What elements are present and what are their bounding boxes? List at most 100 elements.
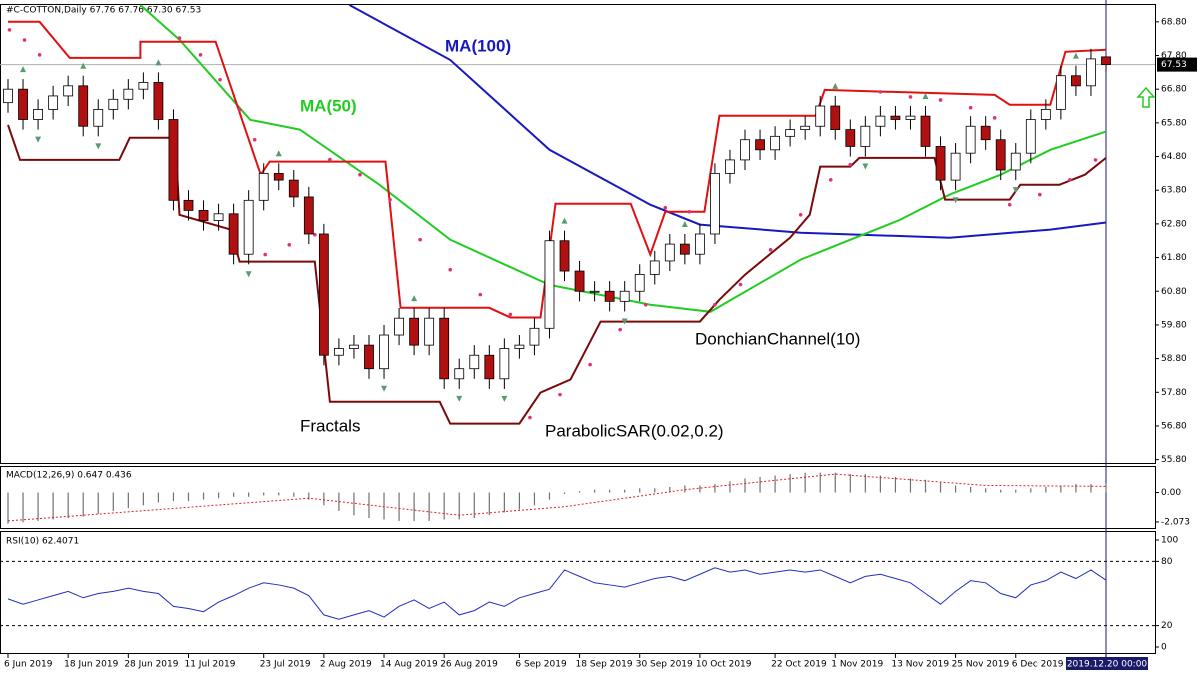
candle-body — [3, 88, 13, 104]
sar-dot — [7, 28, 12, 32]
fractal-down — [245, 271, 252, 278]
indicator-label: ParabolicSAR(0.02,0.2) — [545, 421, 724, 440]
candle-body — [1055, 75, 1066, 110]
candle-body — [529, 327, 540, 346]
sar-dot — [237, 107, 242, 112]
sar-dot — [908, 95, 913, 99]
rsi-pane-frame — [0, 531, 1156, 654]
indicator-label: MA(50) — [300, 96, 357, 115]
macd-title: MACD(12,26,9) 0.647 0.436 — [6, 471, 132, 481]
sar-dot — [643, 302, 648, 307]
sar-dot — [938, 98, 943, 102]
candle-body — [725, 159, 735, 174]
sar-dot — [798, 213, 803, 217]
x-tick-label: 11 Jul 2019 — [184, 660, 235, 670]
candle-body — [424, 317, 435, 346]
sar-dot — [37, 53, 42, 57]
candle-body — [755, 139, 765, 151]
candle-body — [409, 317, 420, 346]
candle-body — [198, 210, 209, 221]
y-tick-label: 80 — [1161, 557, 1173, 567]
y-tick-label: 67.80 — [1161, 51, 1187, 61]
y-tick-label: 56.80 — [1161, 421, 1187, 431]
fractal-up — [681, 221, 688, 227]
candle-body — [965, 125, 976, 154]
macd-pane-frame — [0, 466, 1156, 529]
fractal-up — [80, 62, 87, 69]
fractal-up — [1072, 52, 1079, 59]
candle-body — [364, 344, 374, 370]
y-tick-label: 61.80 — [1161, 253, 1187, 263]
candle-body — [48, 95, 59, 110]
candle-body — [334, 348, 344, 356]
moving-average — [139, 4, 1107, 313]
candle-body — [740, 139, 750, 161]
sar-dot — [198, 53, 203, 57]
rsi-line — [7, 567, 1107, 620]
macd-signal — [7, 473, 1107, 522]
fractal-down — [952, 197, 959, 204]
sar-dot — [388, 197, 392, 202]
candle-body — [379, 334, 389, 370]
candle-body — [108, 98, 119, 110]
candle-body — [183, 199, 194, 211]
fractal-down — [621, 318, 628, 325]
sar-dot — [528, 415, 532, 420]
indicator-label: MA(100) — [445, 36, 511, 55]
y-tick-label: 66.80 — [1161, 85, 1187, 95]
candle-body — [800, 125, 811, 131]
x-tick-label: 10 Oct 2019 — [696, 660, 752, 670]
candle-body — [1025, 119, 1036, 154]
candle-body — [574, 270, 585, 292]
y-tick-label: 63.80 — [1161, 186, 1187, 196]
y-tick-label: 58.80 — [1161, 354, 1187, 364]
candle-body — [18, 88, 28, 120]
candle-body — [153, 82, 164, 120]
fractal-down — [456, 395, 463, 402]
sar-dot — [252, 137, 257, 142]
y-tick-label: -2.073 — [1161, 517, 1190, 527]
candle-body — [63, 85, 74, 97]
sar-dot — [968, 105, 973, 110]
x-tick-label: 1 Nov 2019 — [831, 660, 883, 670]
x-tick-label: 2 Aug 2019 — [320, 660, 372, 670]
x-tick-label: 18 Jun 2019 — [64, 660, 118, 670]
fractal-up — [832, 82, 839, 89]
x-tick-label: 18 Sep 2019 — [576, 660, 633, 670]
candle-body — [950, 152, 961, 181]
sar-dot — [313, 232, 317, 237]
sar-dot — [828, 177, 833, 182]
sar-dot — [1038, 192, 1042, 197]
y-tick-label: 65.80 — [1161, 118, 1187, 128]
sar-dot — [588, 362, 592, 367]
x-tick-label: 23 Jul 2019 — [260, 660, 311, 670]
candle-body — [920, 115, 931, 147]
candle-body — [228, 213, 239, 255]
y-tick-label: 68.80 — [1161, 17, 1187, 27]
y-tick-label: 60.80 — [1161, 287, 1187, 297]
sar-dot — [418, 237, 422, 242]
candle-body — [559, 240, 570, 272]
y-tick-label: 20 — [1161, 621, 1173, 631]
candle-body — [544, 240, 555, 329]
x-tick-label: 6 Dec 2019 — [1012, 660, 1064, 670]
candle-body — [303, 196, 314, 235]
candle-body — [273, 172, 284, 181]
candle-body — [830, 105, 841, 131]
indicator-label: DonchianChannel(10) — [695, 329, 860, 348]
fractal-up — [275, 150, 282, 157]
x-tick-label: 25 Nov 2019 — [952, 660, 1010, 670]
buy-arrow-icon — [1136, 86, 1156, 108]
candle-body — [845, 129, 856, 147]
fractal-down — [35, 136, 42, 143]
fractal-up — [411, 295, 418, 302]
sar-dot — [663, 205, 668, 210]
main-pane-frame — [0, 4, 1156, 464]
candle-body — [318, 233, 329, 356]
fractal-down — [95, 143, 102, 150]
candle-body — [649, 260, 660, 275]
candle-body — [469, 354, 480, 370]
candle-body — [1040, 108, 1051, 120]
sar-dot — [713, 302, 717, 307]
